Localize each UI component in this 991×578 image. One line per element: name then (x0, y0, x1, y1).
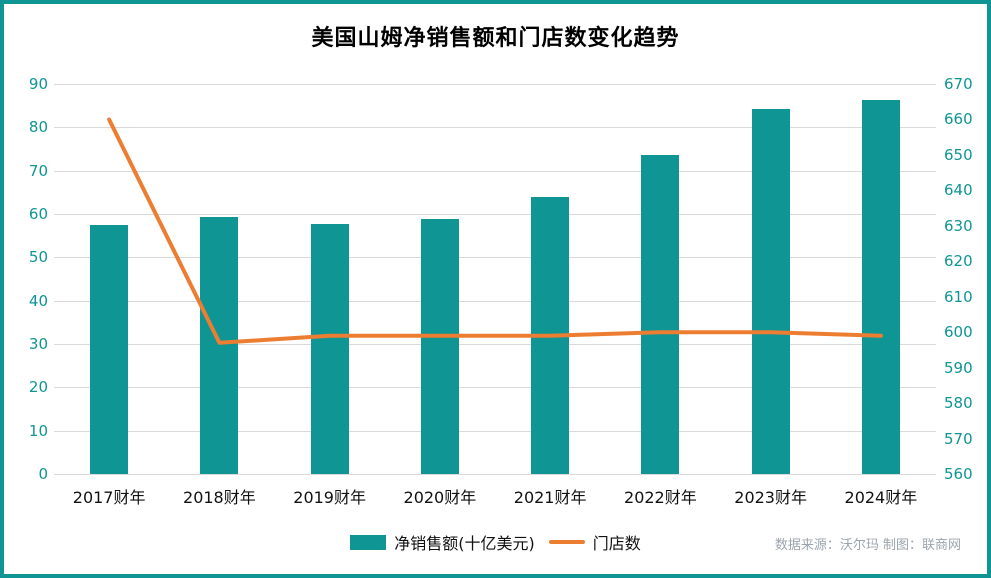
gridline (54, 387, 936, 389)
gridline (54, 214, 936, 215)
x-axis-label: 2024财年 (844, 488, 918, 507)
y-axis-label-left: 90 (28, 75, 48, 93)
line-series (107, 117, 883, 345)
y-axis-label-right: 610 (944, 287, 973, 306)
bar (641, 155, 680, 474)
y-axis-label-left: 0 (38, 465, 48, 483)
x-axis-label: 2021财年 (513, 488, 587, 507)
legend-item-bar: 净销售额(十亿美元) (350, 530, 535, 554)
gridline (54, 257, 936, 259)
gridline (54, 474, 936, 475)
bar (310, 223, 349, 474)
y-axis-label-right: 670 (944, 75, 973, 93)
x-axis-label: 2019财年 (293, 488, 366, 507)
y-axis-label-right: 640 (944, 181, 973, 200)
line-path (107, 117, 883, 345)
y-axis-label-left: 40 (28, 291, 48, 310)
x-axis-label: 2020财年 (403, 488, 477, 507)
legend-label-bar: 净销售额(十亿美元) (394, 534, 535, 553)
x-axis: 2017财年 2018财年 2019财年 2020财年 2021财年 2022财年 2023… (54, 484, 936, 507)
legend: 净销售额(十亿美元) 门店数 (4, 530, 987, 554)
y-axis-label-right: 650 (944, 145, 973, 164)
y-axis-label-right: 570 (944, 429, 973, 448)
plot-area (54, 84, 936, 475)
left-axis: 0 10 20 30 40 50 60 70 80 90 (8, 75, 48, 483)
gridline (54, 84, 936, 85)
y-axis-label-right: 600 (944, 323, 973, 342)
gridline (54, 170, 936, 172)
y-axis-label-left: 30 (28, 335, 48, 353)
y-axis-label-right: 560 (944, 465, 973, 483)
legend-item-line: 门店数 (548, 530, 641, 554)
y-axis-label-right: 590 (944, 358, 973, 377)
source-note: 数据来源：沃尔玛 制图：联商网 (774, 538, 961, 553)
y-axis-label-left: 70 (28, 161, 48, 180)
y-axis-label-left: 80 (28, 118, 48, 137)
y-axis-label-left: 50 (28, 248, 48, 267)
right-axis: 560 570 580 590 600 610 620 630 640 650 660 670 (942, 75, 987, 483)
x-axis-label: 2023财年 (734, 488, 807, 507)
bar-swatch-icon (350, 534, 387, 550)
bar (90, 225, 129, 474)
y-axis-label-left: 20 (28, 378, 48, 397)
y-axis-label-right: 580 (944, 394, 973, 413)
chart-title: 美国山姆净销售额和门店数变化趋势 (311, 26, 680, 51)
legend-label-line: 门店数 (592, 534, 641, 553)
y-axis-label-right: 620 (944, 252, 973, 271)
y-axis-label-left: 10 (28, 421, 48, 440)
bar (751, 108, 790, 474)
gridline (54, 344, 936, 345)
y-axis-label-right: 630 (944, 216, 973, 235)
y-axis-label-left: 60 (28, 205, 48, 223)
bar (861, 100, 900, 474)
bar (200, 217, 239, 474)
x-axis-label: 2018财年 (183, 488, 256, 507)
gridline (54, 300, 936, 302)
gridline (54, 430, 936, 432)
bar (420, 219, 459, 474)
line-swatch-icon (548, 540, 585, 544)
x-axis-label: 2017财年 (72, 488, 146, 507)
y-axis-label-right: 660 (944, 110, 973, 129)
gridline (54, 127, 936, 129)
x-axis-label: 2022财年 (624, 488, 697, 507)
